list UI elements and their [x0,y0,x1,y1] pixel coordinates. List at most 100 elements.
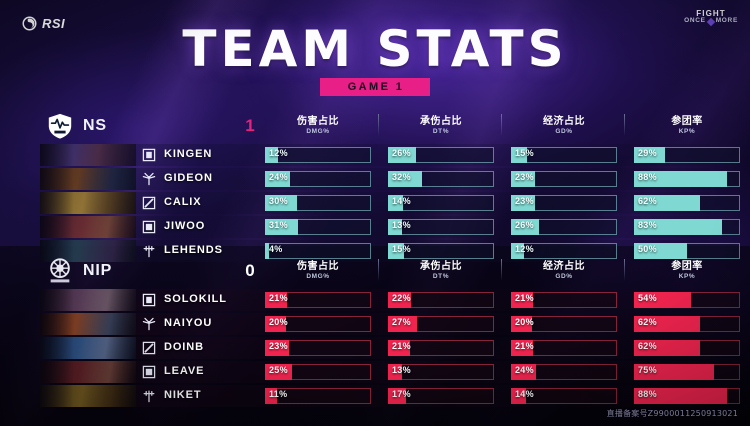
stat-value: 26% [392,148,411,158]
stat-value: 62% [638,341,657,351]
ns-shield-logo-icon [46,112,74,140]
stat-bar-kp[interactable]: 62% [634,316,740,332]
player-row[interactable]: NAIYOU 20% 27% 20% [40,313,740,335]
stat-bar-dmg[interactable]: 20% [265,316,371,332]
role-support-icon [141,388,157,404]
player-row[interactable]: LEAVE 25% 13% 24% [40,361,740,383]
stat-value: 24% [269,172,288,182]
champion-portrait [40,337,136,359]
stat-bar-kp[interactable]: 75% [634,364,740,380]
stat-value: 20% [269,317,288,327]
stat-bar-gd[interactable]: 23% [511,171,617,187]
page-title: TEAM STATS [182,20,568,78]
player-row[interactable]: DOINB 23% 21% 21% [40,337,740,359]
stat-bar-kp[interactable]: 83% [634,219,740,235]
player-row[interactable]: SOLOKILL 21% 22% 21% [40,289,740,311]
stat-bar-kp[interactable]: 62% [634,340,740,356]
column-header-en: KP% [678,273,696,280]
stat-bar-dt[interactable]: 13% [388,219,494,235]
stat-bar-dmg[interactable]: 21% [265,292,371,308]
stat-bar-dt[interactable]: 32% [388,171,494,187]
stat-bar-gd[interactable]: 21% [511,340,617,356]
stat-bar-dmg[interactable]: 23% [265,340,371,356]
portrait-shade [40,361,136,383]
stat-bar-gd[interactable]: 24% [511,364,617,380]
stat-value: 62% [638,196,657,206]
stat-bar-dmg[interactable]: 30% [265,195,371,211]
team-panel-nip: NIP 0 伤害占比 DMG% 承伤占比 DT% 经济占比 GD% 参团率 KP… [40,253,740,409]
portrait-shade [40,289,136,311]
stat-bar-dt[interactable]: 22% [388,292,494,308]
stat-bar-gd[interactable]: 15% [511,147,617,163]
stat-bar-dmg[interactable]: 11% [265,388,371,404]
player-name: LEAVE [164,365,205,377]
champion-portrait [40,289,136,311]
stat-bar-dmg[interactable]: 25% [265,364,371,380]
stat-value: 14% [392,196,411,206]
stat-bar-gd[interactable]: 21% [511,292,617,308]
column-header-en: KP% [678,128,696,135]
column-header-cn: 承伤占比 [420,116,462,127]
stat-value: 21% [269,293,288,303]
column-header-cn: 参团率 [671,116,703,127]
stat-bar-kp[interactable]: 88% [634,388,740,404]
column-divider [378,259,379,281]
player-name: JIWOO [164,220,206,232]
stat-bar-kp[interactable]: 29% [634,147,740,163]
stat-bar-dt[interactable]: 17% [388,388,494,404]
column-divider [501,114,502,136]
column-divider [624,259,625,281]
stat-value: 75% [638,365,657,375]
player-row[interactable]: JIWOO 31% 13% 26% [40,216,740,238]
stat-value: 12% [269,148,288,158]
column-header-dmg: 伤害占比 DMG% [261,257,376,280]
stat-bar-gd[interactable]: 23% [511,195,617,211]
stat-bar-dt[interactable]: 27% [388,316,494,332]
player-row[interactable]: GIDEON 24% 32% 23% [40,168,740,190]
portrait-shade [40,385,136,407]
column-header-dmg: 伤害占比 DMG% [261,112,376,135]
column-header-dt: 承伤占比 DT% [384,112,499,135]
stat-bar-dt[interactable]: 21% [388,340,494,356]
player-name: NIKET [164,389,202,401]
stat-value: 30% [269,196,288,206]
player-row[interactable]: CALIX 30% 14% 23% [40,192,740,214]
column-divider [624,114,625,136]
portrait-shade [40,337,136,359]
column-header-en: DT% [432,128,450,135]
column-header-cn: 伤害占比 [297,261,339,272]
role-bot-icon [141,364,157,380]
column-header-cn: 经济占比 [543,261,585,272]
stat-value: 31% [269,220,288,230]
stat-value: 27% [392,317,411,327]
stat-value: 88% [638,172,657,182]
stat-bar-kp[interactable]: 62% [634,195,740,211]
player-row[interactable]: KINGEN 12% 26% 15% [40,144,740,166]
stat-bar-dt[interactable]: 26% [388,147,494,163]
player-row[interactable]: NIKET 11% 17% 14% [40,385,740,407]
stat-value: 26% [515,220,534,230]
role-mid-icon [141,340,157,356]
stat-bar-dmg[interactable]: 12% [265,147,371,163]
stat-value: 17% [392,389,411,399]
stat-bar-dt[interactable]: 14% [388,195,494,211]
role-bot-icon [141,219,157,235]
stat-value: 32% [392,172,411,182]
stat-bar-dmg[interactable]: 24% [265,171,371,187]
champion-portrait [40,313,136,335]
stat-bar-gd[interactable]: 14% [511,388,617,404]
stat-bar-dt[interactable]: 13% [388,364,494,380]
column-header-gd: 经济占比 GD% [507,257,622,280]
stat-value: 14% [515,389,534,399]
stat-value: 25% [269,365,288,375]
title-block: TEAM STATS GAME 1 [0,24,750,96]
column-header-cn: 伤害占比 [297,116,339,127]
stat-bar-dmg[interactable]: 31% [265,219,371,235]
stat-bar-kp[interactable]: 88% [634,171,740,187]
stat-bar-gd[interactable]: 20% [511,316,617,332]
portrait-shade [40,216,136,238]
portrait-shade [40,168,136,190]
stat-bar-kp[interactable]: 54% [634,292,740,308]
stat-bar-gd[interactable]: 26% [511,219,617,235]
